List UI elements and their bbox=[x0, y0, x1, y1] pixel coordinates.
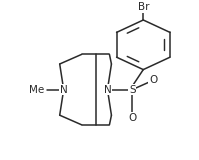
Text: O: O bbox=[128, 113, 137, 123]
Text: N: N bbox=[104, 85, 111, 95]
Text: Me: Me bbox=[29, 85, 44, 95]
Text: Br: Br bbox=[138, 2, 149, 12]
Text: N: N bbox=[60, 85, 67, 95]
Text: S: S bbox=[129, 85, 136, 95]
Text: O: O bbox=[149, 75, 157, 85]
